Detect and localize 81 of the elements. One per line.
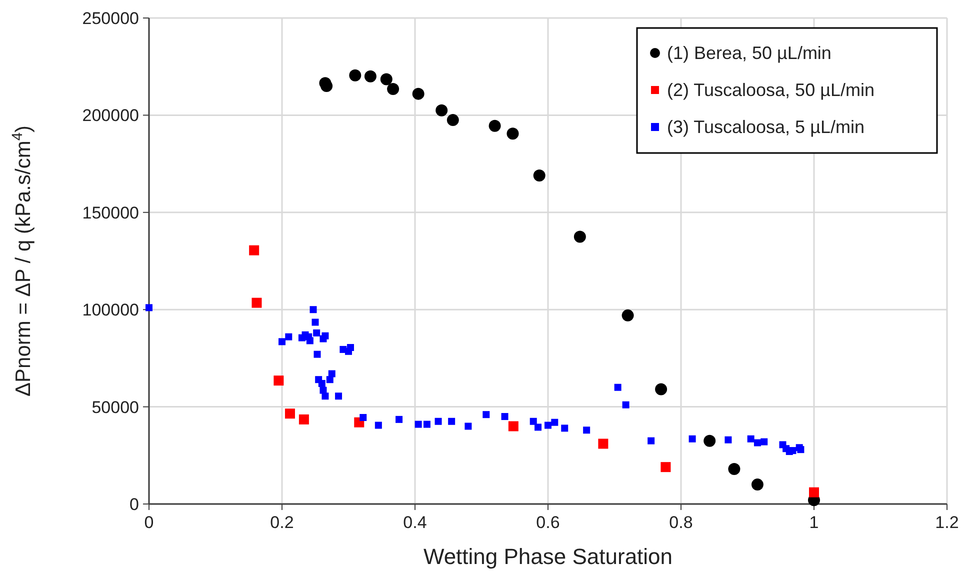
point [313, 329, 320, 336]
point [622, 309, 634, 322]
legend-label: (3) Tuscaloosa, 5 µL/min [667, 117, 864, 137]
y-tick-label: 200000 [82, 106, 139, 126]
x-tick-label: 1.2 [935, 513, 959, 532]
point [747, 435, 754, 442]
point [561, 424, 568, 432]
point [446, 114, 459, 126]
y-tick-label: 250000 [82, 9, 139, 28]
point [434, 418, 442, 425]
y-tick-label: 100000 [82, 300, 139, 320]
legend-label: (2) Tuscaloosa, 50 µL/min [667, 80, 874, 100]
point [285, 333, 292, 340]
point [488, 120, 501, 132]
point [387, 82, 400, 95]
point [322, 392, 329, 400]
x-tick-label: 0.2 [270, 513, 294, 532]
point [318, 380, 326, 387]
point [598, 438, 608, 449]
point [278, 338, 286, 346]
point [544, 422, 552, 429]
point [346, 344, 354, 352]
y-tick-label: 0 [130, 495, 139, 514]
point [252, 298, 262, 308]
point [622, 401, 630, 408]
point [249, 245, 260, 256]
point [412, 88, 424, 100]
point [414, 420, 422, 428]
point [312, 318, 319, 326]
x-tick-label: 0.6 [536, 513, 560, 532]
point [501, 413, 508, 420]
point [760, 438, 768, 446]
point [583, 426, 590, 434]
x-tick-label: 1 [809, 513, 819, 532]
point [688, 435, 696, 442]
point [396, 416, 403, 423]
point [146, 304, 152, 312]
point [728, 463, 740, 476]
x-tick-label: 0.8 [669, 513, 693, 532]
x-axis-title: Wetting Phase Saturation [423, 544, 673, 569]
point [534, 424, 542, 431]
point [789, 447, 796, 454]
y-tick-label: 50000 [92, 398, 139, 417]
point [533, 169, 546, 182]
point [482, 411, 490, 418]
point [360, 414, 367, 421]
point [284, 408, 295, 419]
point [322, 332, 329, 340]
point [380, 73, 392, 86]
point [274, 376, 284, 386]
point [349, 69, 362, 82]
point [530, 418, 537, 425]
point [328, 370, 336, 378]
point [660, 462, 671, 472]
point [464, 422, 472, 430]
point [314, 350, 321, 358]
point [809, 487, 819, 498]
point [704, 434, 716, 447]
point [614, 384, 622, 391]
point [298, 414, 309, 424]
point [374, 422, 382, 429]
point [648, 437, 655, 444]
point [364, 70, 376, 82]
point [751, 478, 764, 491]
y-tick-label: 150000 [82, 203, 139, 222]
point [310, 306, 317, 314]
point [508, 421, 518, 432]
point [574, 230, 586, 243]
point [448, 418, 456, 425]
point [551, 418, 558, 426]
point [335, 392, 342, 400]
x-tick-label: 0.4 [403, 513, 427, 532]
point [506, 128, 519, 140]
x-tick-label: 0 [144, 513, 154, 532]
point [306, 337, 314, 344]
point [724, 436, 732, 444]
legend-label: (1) Berea, 50 µL/min [667, 43, 832, 63]
point [655, 383, 668, 396]
point [423, 420, 430, 428]
point [436, 104, 448, 116]
point [754, 439, 761, 446]
